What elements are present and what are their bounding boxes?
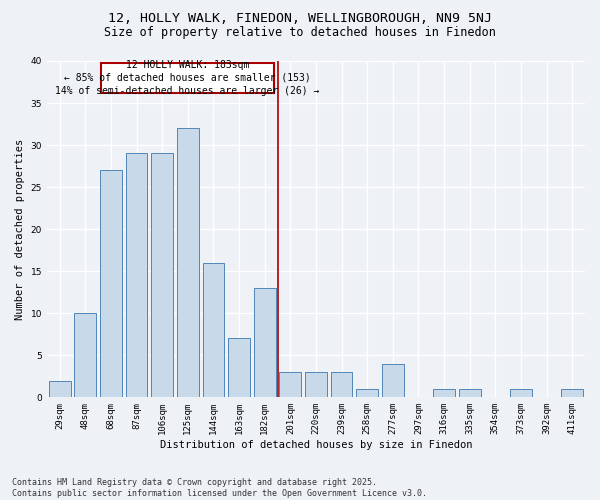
Bar bbox=[126, 154, 148, 398]
Bar bbox=[459, 389, 481, 398]
Bar bbox=[49, 380, 71, 398]
Bar bbox=[305, 372, 327, 398]
Bar bbox=[356, 389, 378, 398]
Bar bbox=[433, 389, 455, 398]
Bar bbox=[228, 338, 250, 398]
Bar bbox=[100, 170, 122, 398]
Text: Size of property relative to detached houses in Finedon: Size of property relative to detached ho… bbox=[104, 26, 496, 39]
Bar bbox=[254, 288, 275, 398]
Bar bbox=[561, 389, 583, 398]
FancyBboxPatch shape bbox=[101, 62, 274, 93]
X-axis label: Distribution of detached houses by size in Finedon: Distribution of detached houses by size … bbox=[160, 440, 472, 450]
Bar bbox=[74, 313, 96, 398]
Text: Contains HM Land Registry data © Crown copyright and database right 2025.
Contai: Contains HM Land Registry data © Crown c… bbox=[12, 478, 427, 498]
Bar bbox=[510, 389, 532, 398]
Bar bbox=[382, 364, 404, 398]
Text: 12 HOLLY WALK: 183sqm
← 85% of detached houses are smaller (153)
14% of semi-det: 12 HOLLY WALK: 183sqm ← 85% of detached … bbox=[55, 60, 320, 96]
Bar bbox=[203, 263, 224, 398]
Text: 12, HOLLY WALK, FINEDON, WELLINGBOROUGH, NN9 5NJ: 12, HOLLY WALK, FINEDON, WELLINGBOROUGH,… bbox=[108, 12, 492, 26]
Bar bbox=[280, 372, 301, 398]
Bar bbox=[177, 128, 199, 398]
Y-axis label: Number of detached properties: Number of detached properties bbox=[15, 138, 25, 320]
Bar bbox=[151, 154, 173, 398]
Bar bbox=[331, 372, 352, 398]
